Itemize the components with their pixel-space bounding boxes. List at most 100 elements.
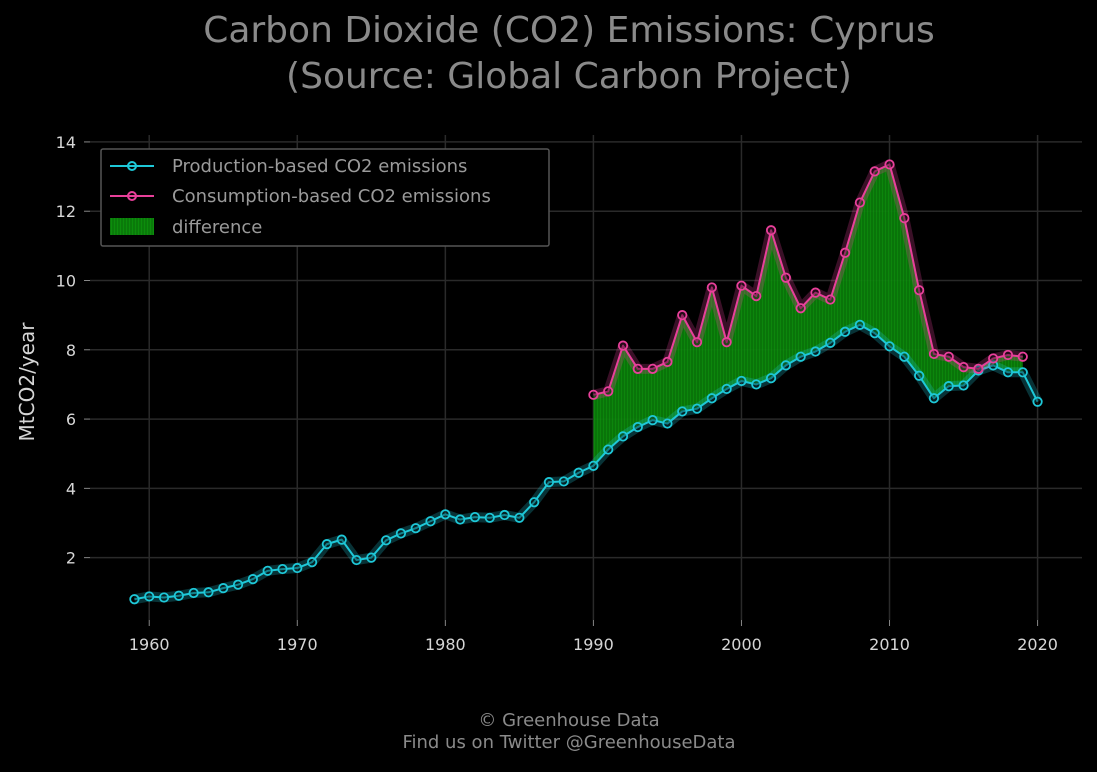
production-point-2004 [795,351,806,362]
legend: Production-based CO2 emissions Consumpti… [100,148,550,247]
production-point-1964 [203,587,214,598]
production-point-1990 [588,460,599,471]
production-point-1987 [543,477,555,488]
production-point-1998 [706,393,717,404]
legend-frame [100,148,550,247]
production-point-2010 [884,341,895,352]
y-tick-label-12: 12 [56,202,76,221]
production-point-2018 [1002,367,1014,378]
consumption-point-2001 [751,290,762,302]
production-point-2006 [825,337,836,348]
production-point-1993 [632,421,643,433]
difference-area-layer [593,164,1023,466]
production-point-1970 [292,562,303,574]
x-tick-label-1990: 1990 [573,635,614,654]
difference-area [593,164,1023,466]
consumption-point-1996 [677,310,688,321]
consumption-point-1992 [617,340,629,351]
production-point-2019 [1017,367,1028,378]
production-point-1991 [603,444,614,455]
production-point-1982 [469,512,481,523]
legend-label-consumption: Consumption-based CO2 emissions [172,186,491,207]
production-point-1969 [277,563,288,575]
series-layer [129,159,1043,605]
consumption-point-2008 [854,197,866,208]
x-tick-label-2000: 2000 [721,635,762,654]
production-point-1995 [662,418,673,429]
production-point-2008 [854,319,866,330]
production-point-1974 [351,554,362,566]
consumption-line [593,163,1023,396]
production-point-2014 [943,381,954,392]
consumption-point-2007 [840,247,851,258]
consumption-point-2010 [884,159,895,170]
legend-marker-consumption [127,191,137,201]
consumption-point-2005 [810,287,821,298]
consumption-point-1997 [691,337,703,348]
production-point-1988 [558,476,569,487]
y-tick-label-2: 2 [66,549,76,568]
production-point-1972 [321,539,332,550]
production-point-1981 [455,514,466,525]
consumption-point-1994 [647,363,658,374]
consumption-point-2016 [973,363,984,374]
legend-swatch-difference [110,218,154,235]
x-tick-label-1960: 1960 [129,635,170,654]
consumption-point-1995 [662,356,673,368]
y-tick-label-10: 10 [56,272,76,291]
chart-title-line2: (Source: Global Carbon Project) [286,56,852,97]
production-point-1999 [721,383,732,395]
production-point-1975 [366,552,377,563]
consumption-point-1990 [588,389,599,400]
production-point-2000 [736,375,747,387]
x-tick-label-1980: 1980 [425,635,466,654]
consumption-point-2018 [1002,349,1014,361]
consumption-point-2012 [914,285,925,296]
production-point-1965 [218,583,229,594]
production-point-1986 [529,497,540,508]
consumption-point-2011 [899,213,910,224]
production-point-2012 [914,370,925,381]
footer-copyright: © Greenhouse Data [478,710,660,731]
footer: © Greenhouse Data Find us on Twitter @Gr… [0,710,1097,754]
production-point-1992 [617,431,629,442]
production-point-1978 [410,523,421,534]
consumption-point-2017 [988,353,999,364]
production-point-1977 [395,528,407,539]
consumption-point-2013 [928,348,940,360]
production-point-1989 [573,467,584,478]
production-point-2013 [928,393,940,404]
consumption-point-2006 [825,294,836,305]
production-point-2009 [869,328,880,339]
production-point-1997 [691,403,703,414]
consumption-point-2003 [780,272,791,283]
consumption-point-2004 [795,303,806,314]
production-point-1973 [336,534,347,545]
production-point-2001 [751,379,762,390]
consumption-point-2009 [869,166,880,177]
production-point-2003 [780,360,791,371]
production-point-1994 [647,415,658,426]
consumption-point-2002 [765,225,777,236]
consumption-point-2019 [1017,351,1028,362]
axes: 1960 1970 1980 1990 2000 2010 2020 2 4 6 8 10 12 14 [56,133,1058,654]
production-point-1963 [188,587,199,599]
y-tick-label-4: 4 [66,479,76,498]
production-point-1960 [144,591,155,602]
production-point-1962 [173,590,184,601]
production-point-2005 [810,346,821,357]
production-point-2002 [765,373,777,384]
production-point-1967 [247,574,258,585]
production-point-1961 [158,592,170,603]
production-point-1996 [677,406,688,417]
production-point-1984 [499,509,510,521]
y-tick-label-6: 6 [66,410,76,429]
production-point-2007 [840,326,851,337]
chart-title-line1: Carbon Dioxide (CO2) Emissions: Cyprus [203,10,935,51]
y-axis-label: MtCO2/year [15,322,39,442]
production-point-1968 [262,565,273,576]
production-line [134,323,1039,601]
production-point-1971 [306,557,318,568]
production-point-2015 [958,380,969,391]
